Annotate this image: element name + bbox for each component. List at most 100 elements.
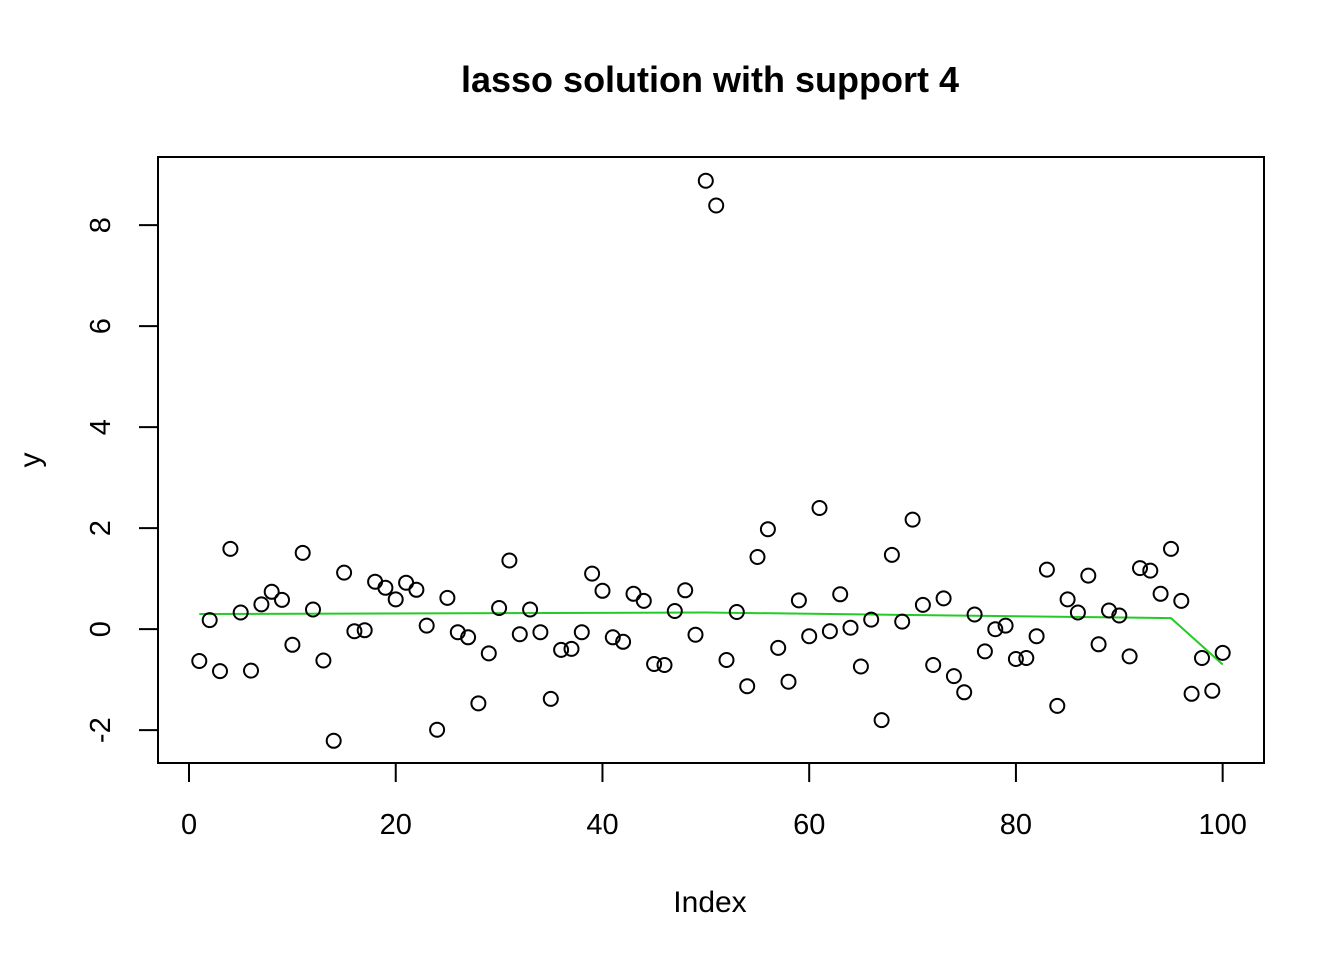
data-point	[501, 552, 518, 569]
data-point	[801, 628, 818, 645]
y-tick-label: 2	[85, 520, 117, 536]
data-point	[1069, 604, 1086, 621]
data-point	[997, 617, 1014, 634]
data-point	[346, 623, 363, 640]
x-axis-label: Index	[673, 886, 746, 919]
data-point	[594, 582, 611, 599]
y-axis-label: y	[14, 453, 47, 468]
x-tick-label: 100	[1198, 809, 1246, 841]
x-tick-label: 40	[586, 809, 618, 841]
data-point	[976, 643, 993, 660]
data-point	[1080, 567, 1097, 584]
data-point	[708, 197, 725, 214]
data-point	[863, 611, 880, 628]
data-point	[956, 684, 973, 701]
data-point	[201, 612, 218, 629]
y-tick-label: 6	[85, 318, 117, 334]
data-point	[966, 606, 983, 623]
data-point	[1111, 607, 1128, 624]
data-point	[718, 652, 735, 668]
data-point	[1059, 591, 1076, 608]
data-point	[243, 662, 259, 679]
data-point	[294, 544, 311, 561]
plot-frame	[157, 156, 1265, 764]
x-tick-label: 20	[380, 809, 412, 841]
data-point	[1018, 650, 1035, 666]
data-point	[615, 633, 632, 650]
data-point	[263, 583, 280, 600]
data-point	[1090, 636, 1107, 653]
data-point	[418, 617, 435, 634]
data-point	[697, 172, 714, 189]
data-point	[780, 673, 797, 690]
data-point	[1132, 560, 1148, 577]
data-point	[677, 582, 694, 599]
y-tick-label: 4	[85, 419, 117, 435]
data-point	[635, 592, 652, 609]
data-point	[1204, 682, 1221, 699]
data-point	[1007, 651, 1024, 667]
data-point	[749, 549, 766, 565]
data-point	[377, 579, 394, 596]
data-point	[945, 668, 962, 685]
data-point	[646, 656, 663, 672]
data-point	[987, 621, 1004, 638]
data-point	[883, 546, 900, 563]
data-point	[439, 589, 456, 606]
data-point	[821, 623, 838, 640]
data-point	[480, 645, 497, 662]
data-point	[1173, 592, 1190, 609]
data-point	[532, 624, 549, 641]
data-point	[656, 657, 673, 673]
data-point	[511, 626, 528, 643]
data-point	[666, 603, 683, 619]
data-points-layer	[191, 172, 1231, 749]
data-point	[336, 564, 353, 581]
lasso-fit-line	[199, 611, 1224, 666]
data-point	[460, 629, 477, 646]
fit-line-layer	[199, 611, 1224, 666]
data-point	[542, 690, 559, 707]
data-point	[687, 626, 704, 643]
data-point	[1142, 562, 1159, 579]
data-point	[770, 639, 787, 656]
data-point	[1121, 648, 1138, 665]
y-tick-label: 8	[85, 217, 117, 233]
data-point	[811, 500, 828, 516]
data-point	[398, 574, 415, 591]
x-axis: 0 20 40 60 80 100	[181, 762, 1247, 841]
data-point	[573, 624, 590, 641]
data-point	[790, 592, 807, 609]
data-point	[491, 600, 508, 616]
data-point	[325, 732, 342, 749]
data-point	[925, 657, 942, 673]
data-point	[563, 640, 580, 657]
data-point	[894, 613, 911, 630]
data-point	[553, 641, 570, 658]
data-point	[1028, 628, 1045, 645]
x-tick-label: 60	[793, 809, 825, 841]
data-point	[284, 636, 301, 653]
x-tick-label: 80	[1000, 809, 1032, 841]
data-point	[842, 619, 859, 636]
chart-title: lasso solution with support 4	[461, 59, 959, 100]
data-point	[852, 658, 869, 675]
data-point	[356, 622, 373, 639]
data-point	[429, 721, 446, 738]
data-point	[625, 585, 642, 602]
data-point	[522, 601, 539, 618]
y-tick-label: -2	[85, 717, 117, 743]
y-tick-label: 0	[85, 621, 117, 637]
data-point	[1163, 540, 1179, 557]
data-point	[759, 521, 776, 538]
data-point	[1038, 561, 1055, 578]
data-point	[1214, 644, 1231, 661]
data-point	[873, 712, 890, 729]
data-point	[305, 601, 321, 618]
data-point	[274, 591, 290, 608]
data-point	[935, 590, 952, 607]
data-point	[222, 540, 239, 557]
data-point	[904, 511, 921, 528]
data-point	[1101, 602, 1117, 619]
